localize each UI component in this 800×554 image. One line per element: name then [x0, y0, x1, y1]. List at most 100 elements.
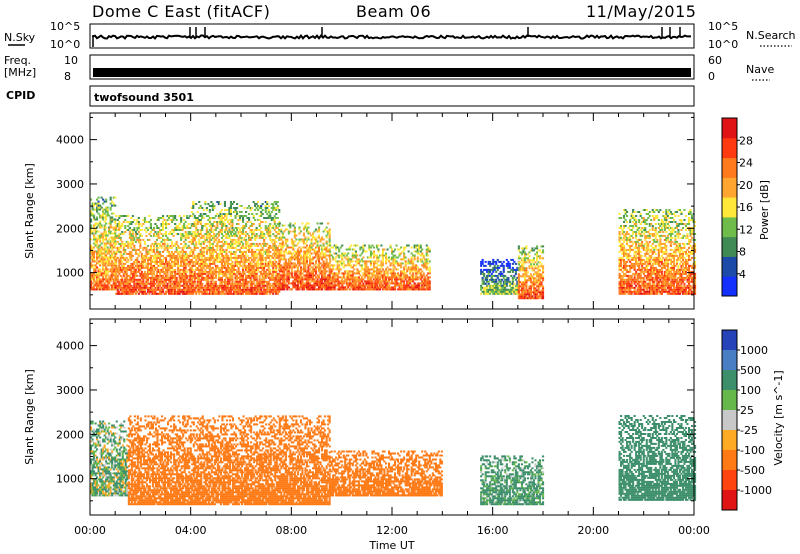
echo-cell — [266, 201, 269, 203]
echo-cell — [275, 254, 278, 257]
echo-cell — [264, 244, 267, 247]
echo-cell — [116, 268, 119, 271]
echo-cell — [155, 238, 159, 241]
echo-cell — [217, 288, 220, 291]
echo-cell — [388, 284, 391, 287]
echo-cell — [187, 278, 190, 281]
echo-cell — [105, 214, 108, 217]
echo-cell — [264, 276, 267, 279]
echo-cell — [217, 240, 220, 243]
echo-cell — [103, 232, 106, 235]
echo-cell — [237, 270, 240, 273]
echo-cell — [202, 248, 205, 251]
echo-cell — [283, 270, 286, 273]
echo-cell — [413, 270, 416, 273]
echo-cell — [281, 258, 284, 261]
echo-cell — [275, 207, 278, 209]
echo-cell — [289, 226, 292, 229]
echo-cell — [219, 268, 222, 271]
echo-cell — [351, 282, 354, 285]
echo-cell — [309, 254, 312, 257]
echo-cell — [97, 230, 100, 233]
echo-cell — [363, 262, 366, 265]
echo-cell — [363, 244, 366, 247]
echo-cell — [181, 252, 184, 255]
echo-cell — [321, 236, 324, 239]
echo-cell — [148, 266, 151, 269]
echo-cell — [99, 238, 102, 241]
echo-cell — [157, 292, 160, 295]
echo-cell — [171, 290, 174, 293]
echo-cell — [131, 254, 134, 257]
echo-cell — [198, 268, 201, 271]
echo-cell — [302, 238, 306, 241]
echo-cell — [186, 282, 189, 285]
echo-cell — [180, 236, 183, 239]
echo-cell — [207, 264, 210, 267]
echo-cell — [213, 229, 216, 231]
echo-cell — [293, 228, 296, 231]
echo-cell — [391, 280, 394, 283]
echo-cell — [270, 254, 273, 257]
echo-cell — [234, 252, 237, 255]
echo-cell — [415, 286, 418, 289]
echo-cell — [90, 244, 93, 247]
echo-cell — [166, 246, 169, 249]
echo-cell — [332, 258, 335, 261]
echo-cell — [169, 284, 172, 287]
echo-cell — [299, 282, 303, 285]
echo-cell — [309, 260, 312, 263]
echo-cell — [363, 276, 366, 279]
echo-cell — [237, 272, 240, 275]
echo-cell — [242, 284, 245, 287]
echo-cell — [145, 264, 148, 267]
echo-cell — [109, 218, 112, 221]
echo-cell — [121, 270, 124, 273]
echo-cell — [202, 254, 205, 257]
echo-cell — [273, 262, 276, 265]
echo-cell — [375, 254, 379, 257]
echo-cell — [284, 268, 287, 271]
echo-cell — [354, 288, 357, 291]
echo-cell — [374, 286, 377, 289]
echo-cell — [261, 260, 264, 263]
echo-cell — [305, 262, 309, 265]
echo-cell — [103, 226, 106, 229]
echo-cell — [211, 254, 214, 257]
echo-cell — [219, 240, 222, 243]
echo-cell — [143, 266, 147, 269]
echo-cell — [295, 258, 298, 261]
echo-cell — [234, 282, 237, 285]
echo-cell — [149, 244, 153, 247]
echo-cell — [248, 266, 251, 269]
echo-cell — [125, 256, 128, 259]
echo-cell — [109, 230, 112, 233]
echo-cell — [128, 266, 131, 269]
echo-cell — [378, 276, 382, 279]
echo-cell — [159, 252, 162, 255]
echo-cell — [264, 280, 267, 283]
echo-cell — [96, 250, 99, 253]
echo-cell — [310, 244, 313, 247]
echo-cell — [198, 201, 201, 203]
echo-cell — [201, 290, 204, 293]
echo-cell — [266, 254, 269, 257]
echo-cell — [283, 256, 286, 259]
echo-cell — [341, 256, 344, 259]
echo-cell — [342, 260, 345, 263]
echo-cell — [234, 276, 237, 279]
echo-cell — [207, 258, 210, 261]
echo-cell — [225, 233, 228, 235]
echo-cell — [162, 268, 165, 271]
echo-cell — [290, 276, 293, 279]
echo-cell — [184, 288, 187, 291]
echo-cell — [254, 256, 257, 259]
echo-cell — [178, 227, 181, 229]
echo-cell — [389, 270, 392, 273]
echo-cell — [213, 248, 216, 251]
echo-cell — [327, 286, 330, 289]
echo-cell — [177, 250, 180, 253]
echo-cell — [187, 262, 190, 265]
echo-cell — [280, 230, 283, 233]
echo-cell — [386, 286, 389, 289]
